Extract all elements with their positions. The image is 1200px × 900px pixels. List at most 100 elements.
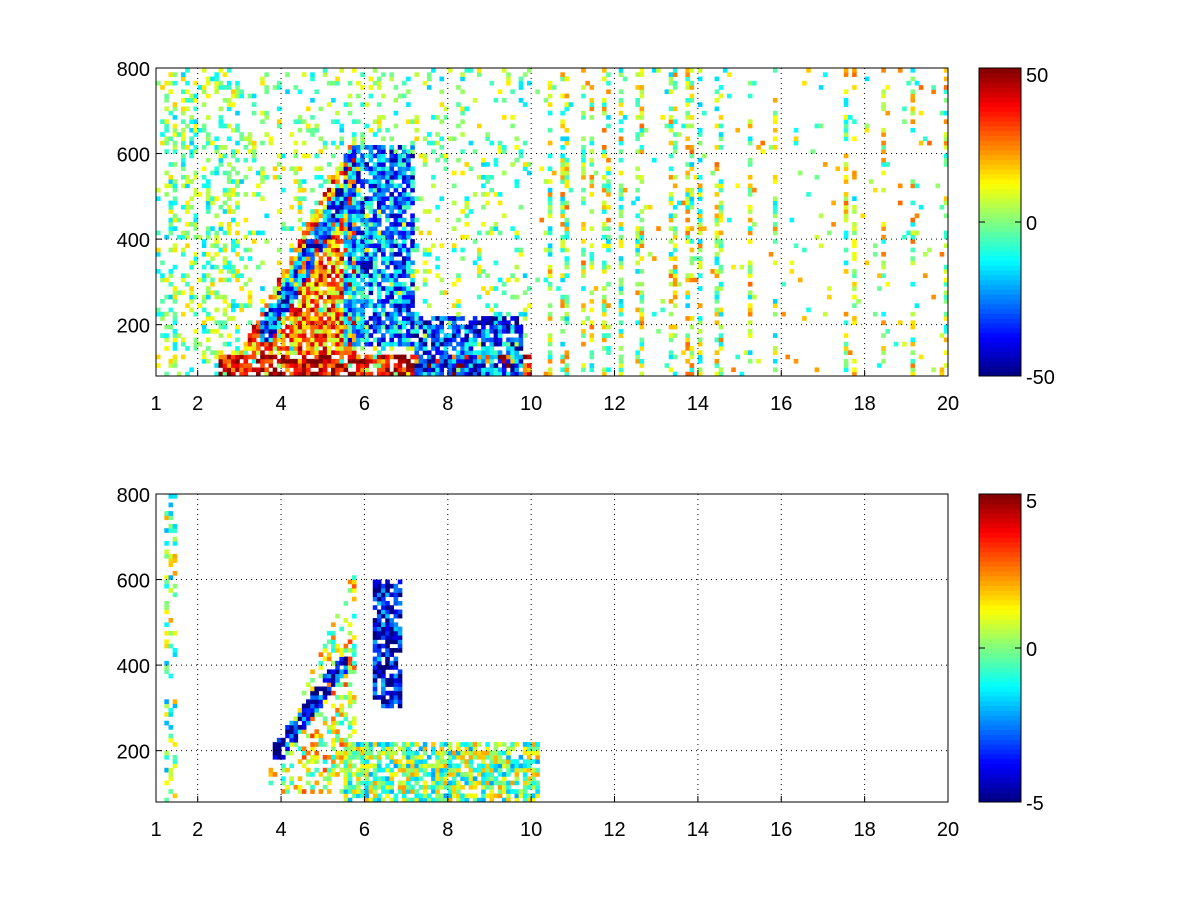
- heatmap-cell: [360, 346, 365, 351]
- colorbar-swatch: [979, 595, 1021, 601]
- heatmap-cell: [668, 367, 674, 373]
- heatmap-cell: [197, 192, 203, 197]
- heatmap-cell: [318, 328, 324, 334]
- heatmap-cell: [635, 136, 640, 142]
- heatmap-cell: [560, 204, 565, 210]
- heatmap-cell: [376, 311, 382, 317]
- heatmap-cell: [881, 264, 886, 270]
- heatmap-cell: [393, 239, 399, 244]
- y-tick-label: 800: [117, 59, 150, 81]
- heatmap-cell: [235, 204, 240, 210]
- heatmap-cell: [264, 324, 269, 330]
- heatmap-cell: [506, 72, 511, 77]
- heatmap-cell: [351, 294, 357, 300]
- heatmap-cell: [185, 123, 190, 129]
- heatmap-cell: [451, 367, 457, 373]
- colorbar-swatch: [979, 111, 1021, 117]
- heatmap-cell: [456, 341, 461, 347]
- heatmap-cell: [168, 136, 174, 142]
- heatmap-cell: [685, 290, 690, 296]
- heatmap-cell: [347, 669, 353, 675]
- heatmap-cell: [772, 239, 778, 244]
- heatmap-cell: [672, 85, 678, 90]
- heatmap-cell: [393, 277, 399, 283]
- heatmap-cell: [397, 311, 403, 317]
- heatmap-cell: [268, 371, 274, 376]
- heatmap-cell: [276, 85, 282, 90]
- colorbar-swatch: [979, 178, 1021, 184]
- heatmap-cell: [439, 153, 445, 159]
- heatmap-cell: [310, 754, 315, 760]
- heatmap-cell: [714, 76, 720, 82]
- heatmap-cell: [222, 277, 228, 283]
- heatmap-cell: [456, 350, 461, 356]
- heatmap-cell: [297, 759, 303, 764]
- heatmap-cell: [276, 247, 282, 253]
- heatmap-cell: [843, 363, 849, 368]
- heatmap-cell: [351, 763, 357, 769]
- heatmap-cell: [251, 354, 257, 360]
- heatmap-cell: [301, 299, 307, 304]
- heatmap-cell: [160, 140, 165, 146]
- heatmap-cell: [310, 256, 315, 261]
- heatmap-cell: [489, 346, 495, 351]
- heatmap-cell: [343, 303, 349, 308]
- heatmap-cell: [406, 76, 411, 82]
- colorbar-swatch: [979, 318, 1021, 324]
- heatmap-cell: [689, 239, 695, 244]
- heatmap-cell: [397, 93, 403, 99]
- heatmap-cell: [793, 358, 799, 364]
- heatmap-cell: [547, 166, 553, 172]
- heatmap-cell: [406, 162, 411, 167]
- heatmap-cell: [164, 511, 169, 516]
- heatmap-cell: [439, 145, 445, 150]
- heatmap-cell: [401, 260, 407, 266]
- heatmap-cell: [297, 716, 303, 722]
- heatmap-cell: [301, 690, 307, 696]
- heatmap-cell: [697, 358, 703, 364]
- heatmap-cell: [260, 119, 265, 125]
- heatmap-cell: [493, 371, 499, 376]
- heatmap-cell: [639, 341, 645, 347]
- heatmap-cell: [385, 127, 390, 133]
- heatmap-cell: [389, 222, 394, 227]
- heatmap-cell: [226, 354, 232, 360]
- heatmap-cell: [331, 299, 336, 304]
- heatmap-cell: [410, 311, 415, 317]
- heatmap-cell: [351, 328, 357, 334]
- heatmap-cell: [389, 72, 394, 77]
- heatmap-cell: [189, 119, 194, 125]
- heatmap-cell: [393, 763, 399, 769]
- y-tick-label: 200: [117, 316, 150, 338]
- heatmap-cell: [714, 230, 720, 236]
- heatmap-cell: [460, 234, 465, 240]
- heatmap-cell: [393, 260, 399, 266]
- heatmap-cell: [331, 746, 336, 752]
- heatmap-cell: [481, 222, 486, 227]
- heatmap-cell: [247, 136, 253, 142]
- heatmap-cell: [376, 763, 382, 769]
- heatmap-cell: [435, 767, 440, 773]
- heatmap-cell: [289, 763, 294, 769]
- heatmap-cell: [301, 729, 307, 734]
- heatmap-cell: [447, 333, 453, 338]
- heatmap-cell: [685, 136, 690, 142]
- heatmap-cell: [156, 354, 161, 360]
- heatmap-cell: [464, 371, 470, 376]
- heatmap-cell: [564, 157, 570, 163]
- heatmap-cell: [310, 247, 315, 253]
- heatmap-cell: [602, 97, 607, 103]
- heatmap-cell: [343, 789, 349, 794]
- heatmap-cell: [689, 324, 695, 330]
- heatmap-cell: [456, 324, 461, 330]
- x-tick-label: 12: [603, 819, 625, 841]
- heatmap-cell: [639, 85, 645, 90]
- heatmap-cell: [547, 247, 553, 253]
- heatmap-cell: [331, 294, 336, 300]
- heatmap-cell: [185, 179, 190, 184]
- heatmap-cell: [168, 230, 174, 236]
- heatmap-cell: [168, 767, 174, 773]
- heatmap-cell: [689, 145, 695, 150]
- heatmap-cell: [718, 311, 724, 317]
- heatmap-cell: [372, 673, 378, 679]
